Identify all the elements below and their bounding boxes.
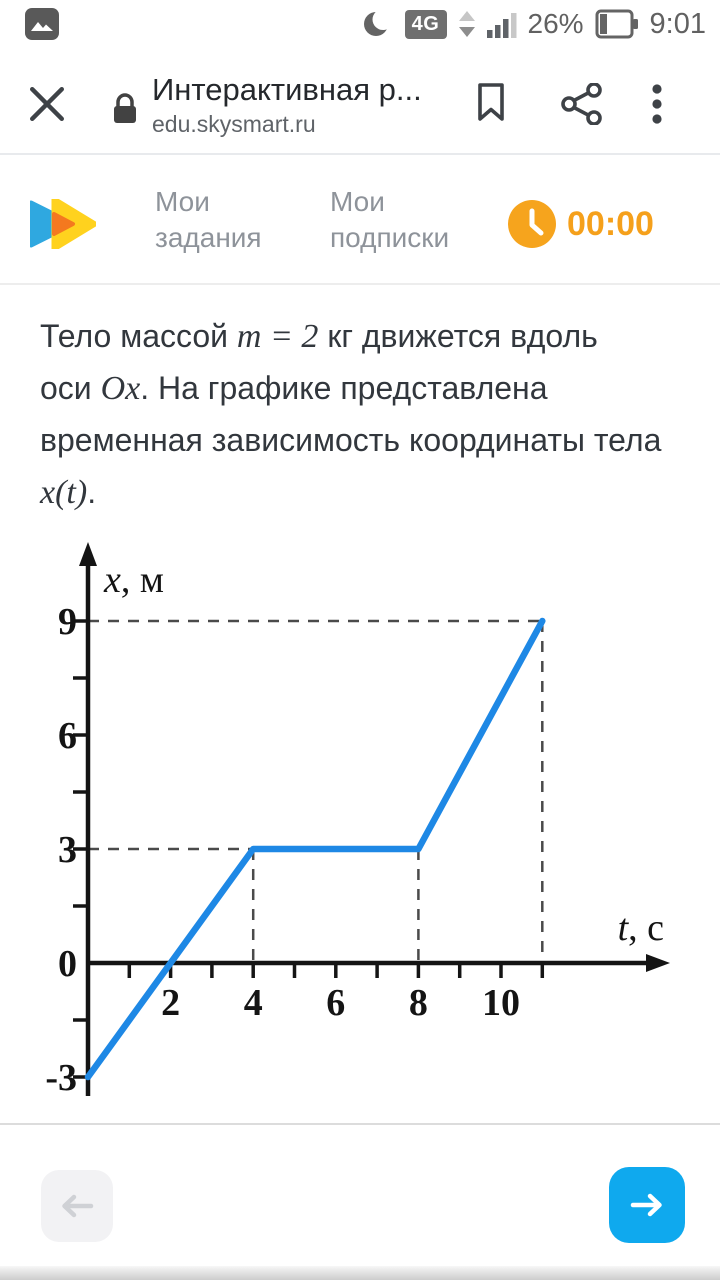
data-activity-arrows-icon [458, 11, 475, 37]
page-url: edu.skysmart.ru [152, 111, 316, 137]
lock-icon [114, 93, 136, 123]
svg-text:6: 6 [58, 715, 77, 757]
tab-my-subscriptions[interactable]: Мои подписки [330, 184, 449, 256]
next-task-button[interactable] [609, 1167, 685, 1243]
battery-icon [595, 9, 638, 39]
svg-text:4: 4 [244, 982, 263, 1024]
svg-text:x, м: x, м [103, 559, 164, 601]
position-time-graph: 2 4 6 8 10 -3 0 3 6 9 x, м t, с [45, 542, 670, 1099]
tab-my-subscriptions-line1: Мои [330, 186, 385, 217]
gallery-notification-icon [25, 8, 59, 40]
problem-text: кг движется вдоль [318, 318, 598, 354]
problem-text: . [87, 474, 97, 510]
browser-toolbar: Интерактивная р... edu.skysmart.ru [0, 48, 720, 155]
problem-line: оси Ox. На графике представлена [40, 370, 700, 422]
timer-clock-icon [508, 200, 556, 248]
network-4g-badge: 4G [404, 9, 447, 39]
problem-line: временная зависимость координаты тела [40, 422, 700, 474]
bookmark-icon[interactable] [476, 82, 506, 122]
svg-text:0: 0 [58, 943, 77, 985]
footer-divider [0, 1123, 720, 1125]
svg-text:-3: -3 [45, 1057, 77, 1099]
svg-text:6: 6 [326, 982, 345, 1024]
tab-my-subscriptions-line2: подписки [330, 222, 450, 253]
problem-text: . На графике представлена [140, 370, 548, 406]
svg-text:3: 3 [58, 829, 77, 871]
problem-line: Тело массой m = 2 кг движется вдоль [40, 318, 700, 370]
problem-text: оси [40, 370, 101, 406]
problem-text: временная зависимость координаты тела [40, 422, 662, 458]
problem-text: Тело массой [40, 318, 237, 354]
status-bar: 4G 26% 9:01 [0, 0, 720, 48]
tab-my-tasks[interactable]: Мои задания [155, 184, 262, 256]
timer-value: 00:00 [567, 205, 654, 243]
moon-icon [363, 9, 393, 36]
tab-my-tasks-line1: Мои [155, 186, 210, 217]
battery-percent: 26% [527, 8, 584, 39]
skysmart-logo-icon [30, 199, 96, 249]
math-mass: m = 2 [236, 318, 319, 355]
arrow-left-icon [62, 1194, 94, 1218]
problem-line: x(t). [40, 474, 700, 526]
prev-task-button[interactable] [41, 1170, 113, 1242]
overflow-menu-icon[interactable] [650, 83, 664, 125]
svg-text:10: 10 [482, 982, 520, 1024]
close-icon[interactable] [28, 85, 66, 123]
svg-text:t, с: t, с [618, 907, 664, 949]
app-header: Мои задания Мои подписки 00:00 [0, 155, 720, 285]
clock-time: 9:01 [649, 7, 706, 40]
signal-bars-icon [486, 12, 516, 38]
svg-text:8: 8 [409, 982, 428, 1024]
network-label: 4G [411, 12, 440, 35]
bottom-shadow-strip [0, 1266, 720, 1280]
math-axis: Ox [100, 370, 141, 407]
math-xt: x(t) [40, 474, 88, 511]
problem-statement: Тело массой m = 2 кг движется вдоль оси … [40, 318, 700, 526]
arrow-right-icon [630, 1193, 662, 1217]
svg-text:9: 9 [58, 601, 77, 643]
tab-my-tasks-line2: задания [155, 222, 262, 253]
page-title: Интерактивная р... [152, 72, 422, 107]
share-icon[interactable] [561, 83, 605, 125]
svg-text:2: 2 [161, 982, 180, 1024]
